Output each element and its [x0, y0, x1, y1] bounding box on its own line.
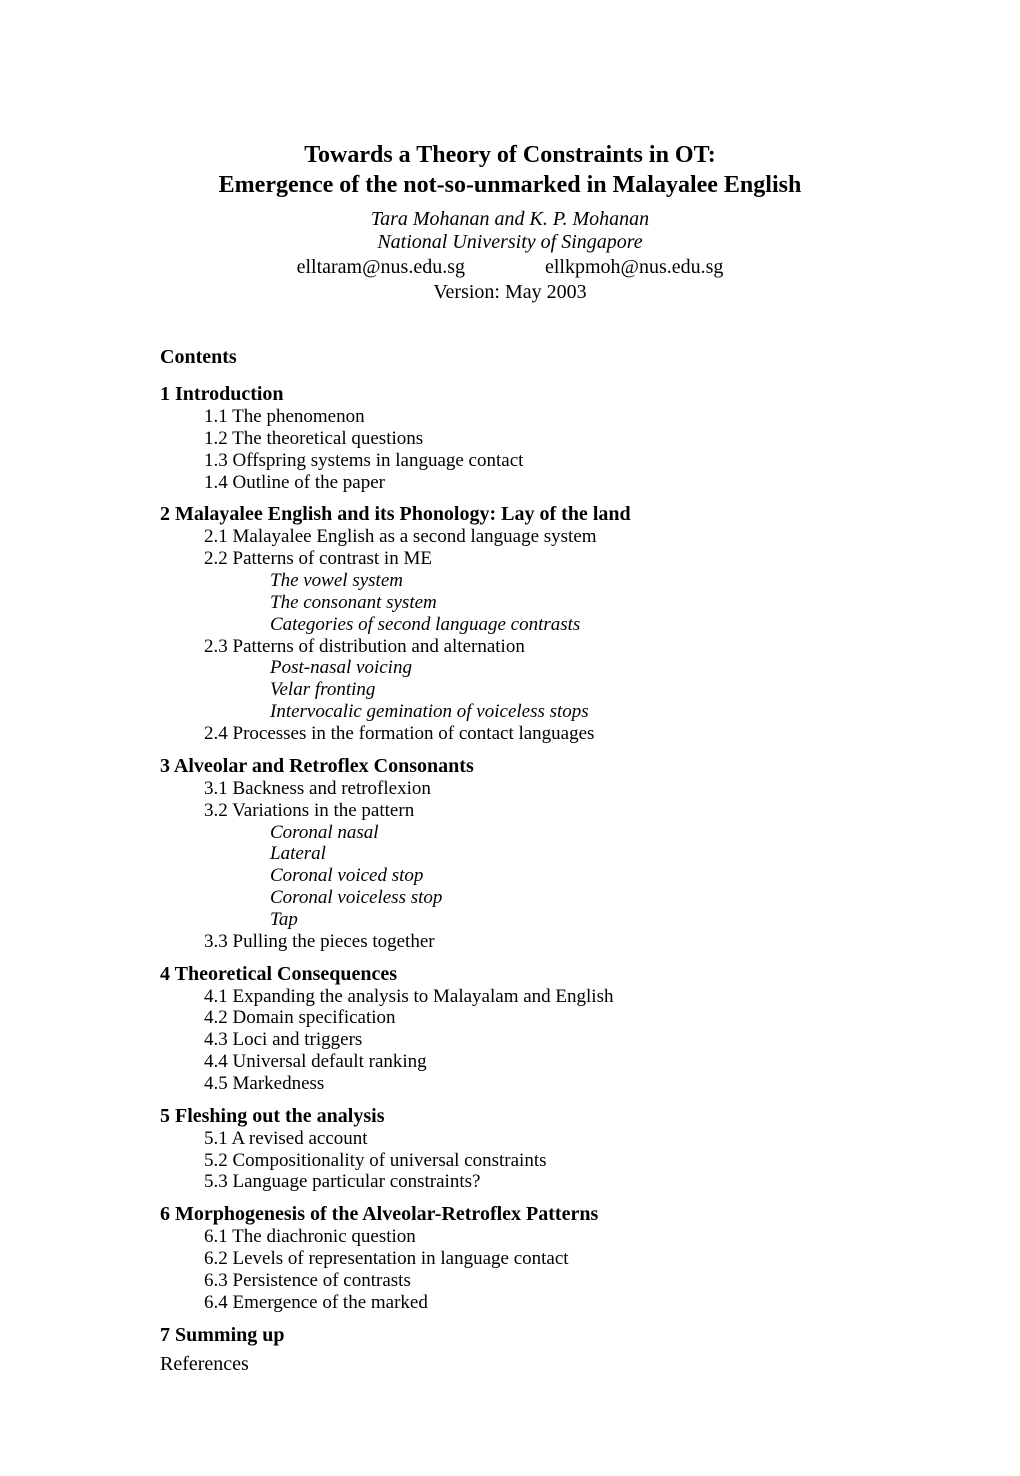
- subsub-3-2-coronal-voiceless: Coronal voiceless stop: [270, 887, 860, 909]
- subsub-3-2-coronal-voiced: Coronal voiced stop: [270, 865, 860, 887]
- subsub-2-2-categories: Categories of second language contrasts: [270, 614, 860, 636]
- subsub-3-2-lateral: Lateral: [270, 843, 860, 865]
- subsub-2-3-velar: Velar fronting: [270, 679, 860, 701]
- subsection-2-2: 2.2 Patterns of contrast in ME: [204, 548, 860, 570]
- version: Version: May 2003: [160, 281, 860, 304]
- section-4-heading: 4 Theoretical Consequences: [160, 963, 860, 986]
- subsection-5-3: 5.3 Language particular constraints?: [204, 1171, 860, 1193]
- subsub-2-3-intervocalic: Intervocalic gemination of voiceless sto…: [270, 701, 860, 723]
- subsection-6-4: 6.4 Emergence of the marked: [204, 1292, 860, 1314]
- subsection-4-2: 4.2 Domain specification: [204, 1007, 860, 1029]
- subsection-2-3: 2.3 Patterns of distribution and alterna…: [204, 636, 860, 658]
- authors: Tara Mohanan and K. P. Mohanan: [160, 208, 860, 231]
- contents-heading: Contents: [160, 346, 860, 369]
- page-container: Towards a Theory of Constraints in OT: E…: [0, 0, 1020, 1476]
- title-line-1: Towards a Theory of Constraints in OT:: [160, 140, 860, 170]
- section-6-heading: 6 Morphogenesis of the Alveolar-Retrofle…: [160, 1203, 860, 1226]
- subsection-2-4: 2.4 Processes in the formation of contac…: [204, 723, 860, 745]
- subsub-2-2-vowel: The vowel system: [270, 570, 860, 592]
- subsection-4-3: 4.3 Loci and triggers: [204, 1029, 860, 1051]
- title-line-2: Emergence of the not-so-unmarked in Mala…: [160, 170, 860, 200]
- subsection-5-2: 5.2 Compositionality of universal constr…: [204, 1150, 860, 1172]
- subsection-1-4: 1.4 Outline of the paper: [204, 472, 860, 494]
- subsection-3-2: 3.2 Variations in the pattern: [204, 800, 860, 822]
- subsection-6-2: 6.2 Levels of representation in language…: [204, 1248, 860, 1270]
- subsection-3-3: 3.3 Pulling the pieces together: [204, 931, 860, 953]
- references: References: [160, 1353, 860, 1376]
- subsection-3-1: 3.1 Backness and retroflexion: [204, 778, 860, 800]
- subsub-2-2-consonant: The consonant system: [270, 592, 860, 614]
- subsection-6-3: 6.3 Persistence of contrasts: [204, 1270, 860, 1292]
- section-2-heading: 2 Malayalee English and its Phonology: L…: [160, 503, 860, 526]
- subsection-5-1: 5.1 A revised account: [204, 1128, 860, 1150]
- emails: elltaram@nus.edu.sg ellkpmoh@nus.edu.sg: [160, 256, 860, 279]
- subsection-1-3: 1.3 Offspring systems in language contac…: [204, 450, 860, 472]
- subsection-4-1: 4.1 Expanding the analysis to Malayalam …: [204, 986, 860, 1008]
- subsection-6-1: 6.1 The diachronic question: [204, 1226, 860, 1248]
- email-2: ellkpmoh@nus.edu.sg: [545, 256, 723, 279]
- subsection-4-4: 4.4 Universal default ranking: [204, 1051, 860, 1073]
- section-7-heading: 7 Summing up: [160, 1324, 860, 1347]
- subsub-2-3-postnasal: Post-nasal voicing: [270, 657, 860, 679]
- subsub-3-2-tap: Tap: [270, 909, 860, 931]
- section-3-heading: 3 Alveolar and Retroflex Consonants: [160, 755, 860, 778]
- subsection-4-5: 4.5 Markedness: [204, 1073, 860, 1095]
- email-1: elltaram@nus.edu.sg: [297, 256, 465, 279]
- subsection-1-2: 1.2 The theoretical questions: [204, 428, 860, 450]
- subsection-2-1: 2.1 Malayalee English as a second langua…: [204, 526, 860, 548]
- section-5-heading: 5 Fleshing out the analysis: [160, 1105, 860, 1128]
- affiliation: National University of Singapore: [160, 231, 860, 254]
- subsub-3-2-coronal-nasal: Coronal nasal: [270, 822, 860, 844]
- section-1-heading: 1 Introduction: [160, 383, 860, 406]
- subsection-1-1: 1.1 The phenomenon: [204, 406, 860, 428]
